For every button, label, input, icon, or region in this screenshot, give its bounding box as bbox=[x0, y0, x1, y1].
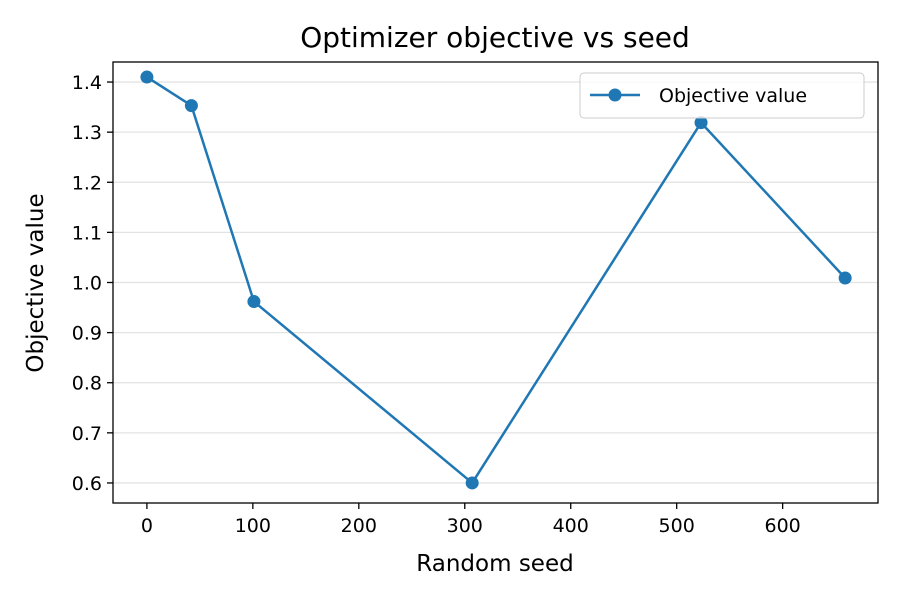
legend-box bbox=[579, 72, 865, 119]
plot-frame bbox=[112, 61, 879, 504]
y-tick-label: 0.6 bbox=[72, 473, 102, 495]
legend: Objective value bbox=[579, 72, 865, 119]
legend-label: Objective value bbox=[659, 85, 807, 107]
series-layer bbox=[140, 70, 852, 490]
y-tick-label: 1.0 bbox=[72, 273, 102, 295]
x-tick-label: 200 bbox=[341, 515, 377, 537]
data-point bbox=[838, 271, 852, 285]
grid-lines bbox=[113, 81, 878, 484]
y-axis-label: Objective value bbox=[23, 193, 49, 372]
legend-marker-swatch bbox=[608, 88, 622, 102]
x-tick-label: 0 bbox=[141, 515, 153, 537]
y-tick-label: 0.8 bbox=[72, 373, 102, 395]
data-point bbox=[184, 99, 198, 113]
y-tick-label: 1.2 bbox=[72, 172, 102, 194]
y-tick-label: 0.7 bbox=[72, 423, 102, 445]
y-tick-label: 1.3 bbox=[72, 122, 102, 144]
x-tick-label: 100 bbox=[235, 515, 271, 537]
x-tick-label: 600 bbox=[765, 515, 801, 537]
y-tick-label: 0.9 bbox=[72, 323, 102, 345]
data-point bbox=[465, 476, 479, 490]
y-tick-label: 1.4 bbox=[72, 72, 102, 94]
data-point bbox=[247, 295, 261, 309]
x-axis-label: Random seed bbox=[416, 551, 573, 577]
y-tick-label: 1.1 bbox=[72, 222, 102, 244]
x-tick-label: 500 bbox=[659, 515, 695, 537]
x-tick-label: 300 bbox=[447, 515, 483, 537]
chart-title: Optimizer objective vs seed bbox=[300, 21, 690, 54]
series-line bbox=[146, 75, 847, 485]
x-tick-label: 400 bbox=[553, 515, 589, 537]
data-point bbox=[140, 70, 154, 84]
data-point bbox=[694, 116, 708, 130]
axis-ticks: 0.6 0.7 0.8 0.9 1.0 1.1 1.2 1.3 1.4 0 100 200 300 400… bbox=[72, 72, 801, 537]
